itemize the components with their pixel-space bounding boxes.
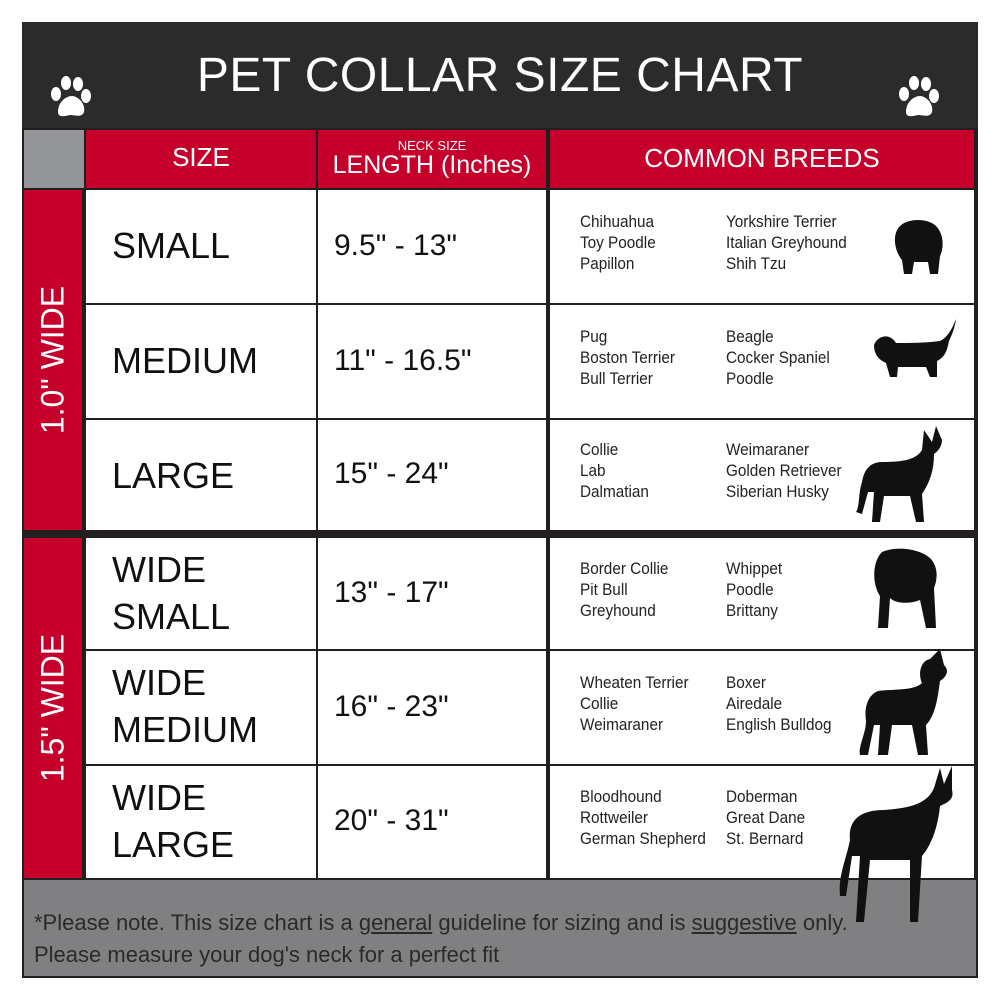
- breed-name: English Bulldog: [726, 714, 832, 734]
- length-value: 16" - 23": [334, 689, 449, 723]
- breed-name: Airedale: [726, 693, 783, 713]
- breed-name: Poodle: [726, 579, 774, 599]
- size-cell: WIDE LARGE: [86, 766, 316, 878]
- size-cell: SMALL: [86, 190, 316, 303]
- breed-name: Bull Terrier: [580, 368, 653, 388]
- size-label-2: MEDIUM: [112, 709, 258, 750]
- breed-name: Boston Terrier: [580, 347, 675, 367]
- breed-list-b: Doberman Great Dane St. Bernard: [726, 786, 805, 849]
- breeds-cell: Chihuahua Toy Poodle Papillon Yorkshire Te…: [550, 190, 974, 303]
- size-label: SMALL: [112, 225, 231, 266]
- title-bar: PET COLLAR SIZE CHART: [22, 22, 978, 128]
- breed-name: Border Collie: [580, 558, 669, 578]
- breed-name: Weimaraner: [580, 714, 664, 734]
- breed-list-b: Yorkshire Terrier Italian Greyhound Shih T…: [726, 211, 847, 274]
- size-label: LARGE: [112, 455, 235, 496]
- breed-list-a: Bloodhound Rottweiler German Shepherd: [580, 786, 706, 849]
- footer-line-1: *Please note. This size chart is a gener…: [34, 910, 848, 935]
- length-cell: 15" - 24": [318, 420, 546, 530]
- length-value: 20" - 31": [334, 804, 449, 837]
- breed-name: St. Bernard: [726, 829, 804, 848]
- breed-name: Papillon: [580, 253, 635, 273]
- breeds-cell: Collie Lab Dalmatian Weimaraner Golden Retr…: [550, 420, 974, 530]
- header-length-label: LENGTH (Inches): [332, 151, 532, 179]
- breeds-cell: Bloodhound Rottweiler German Shepherd Dobe…: [550, 766, 974, 922]
- breed-name: Pug: [580, 326, 608, 346]
- group-label-1-5in: 1.5" WIDE: [24, 538, 82, 878]
- breed-name: Golden Retriever: [726, 461, 842, 480]
- length-cell: 16" - 23": [318, 651, 546, 764]
- breed-name: Chihuahua: [580, 211, 655, 231]
- length-cell: 20" - 31": [318, 766, 546, 878]
- paw-icon: [51, 76, 91, 117]
- breeds-cell: Pug Boston Terrier Bull Terrier Beagle Cock…: [550, 305, 974, 418]
- breed-name: Collie: [580, 440, 619, 459]
- page-title: PET COLLAR SIZE CHART: [196, 49, 804, 102]
- breed-list-b: Whippet Poodle Brittany: [726, 558, 782, 621]
- breed-name: Beagle: [726, 326, 774, 346]
- breed-list-b: Weimaraner Golden Retriever Siberian Husky: [726, 439, 842, 502]
- breed-name: German Shepherd: [580, 829, 706, 848]
- breed-name: Great Dane: [726, 808, 806, 827]
- size-cell: MEDIUM: [86, 305, 316, 418]
- breed-name: Greyhound: [580, 600, 656, 620]
- breed-list-b: Boxer Airedale English Bulldog: [726, 672, 831, 735]
- breed-name: Shih Tzu: [726, 253, 787, 273]
- length-cell: 13" - 17": [318, 538, 546, 649]
- breed-name: Italian Greyhound: [726, 232, 847, 252]
- length-value: 11" - 16.5": [334, 343, 472, 377]
- size-label: WIDE: [112, 662, 206, 703]
- breed-name: Lab: [580, 461, 606, 480]
- breed-name: Dalmatian: [580, 482, 649, 501]
- breed-name: Whippet: [726, 558, 783, 578]
- group-label-1in: 1.0" WIDE: [24, 190, 82, 530]
- size-label: WIDE: [112, 549, 206, 590]
- breed-name: Bloodhound: [580, 787, 662, 806]
- footer-line-2: Please measure your dog's neck for a per…: [34, 942, 500, 967]
- header-size: SIZE: [86, 130, 316, 188]
- header-size-label: SIZE: [172, 142, 230, 172]
- size-label: MEDIUM: [112, 340, 258, 381]
- breeds-cell: Wheaten Terrier Collie Weimaraner Boxer Air…: [550, 651, 974, 764]
- breed-name: Rottweiler: [580, 808, 649, 827]
- breed-list-a: Wheaten Terrier Collie Weimaraner: [580, 672, 689, 735]
- breed-list-a: Chihuahua Toy Poodle Papillon: [580, 211, 656, 274]
- breed-name: Doberman: [726, 787, 798, 806]
- corner-cell: [24, 130, 84, 188]
- size-label: WIDE: [112, 777, 206, 818]
- footer-note: *Please note. This size chart is a gener…: [24, 880, 976, 976]
- breed-name: Toy Poodle: [580, 232, 656, 252]
- header-breeds-label: COMMON BREEDS: [644, 143, 880, 173]
- breed-name: Yorkshire Terrier: [726, 211, 837, 231]
- breed-name: Boxer: [726, 672, 766, 692]
- breed-name: Weimaraner: [726, 440, 810, 459]
- breed-name: Pit Bull: [580, 579, 628, 599]
- length-cell: 11" - 16.5": [318, 305, 546, 418]
- breed-name: Poodle: [726, 368, 774, 388]
- breed-list-a: Collie Lab Dalmatian: [580, 439, 649, 502]
- size-label-2: SMALL: [112, 596, 231, 637]
- breed-list-b: Beagle Cocker Spaniel Poodle: [726, 326, 830, 389]
- length-cell: 9.5" - 13": [318, 190, 546, 303]
- size-cell: LARGE: [86, 420, 316, 530]
- size-cell: WIDE SMALL: [86, 538, 316, 649]
- breed-list-a: Border Collie Pit Bull Greyhound: [580, 558, 668, 621]
- size-label-2: LARGE: [112, 824, 235, 865]
- breed-name: Collie: [580, 693, 619, 713]
- breeds-cell: Border Collie Pit Bull Greyhound Whippet Po…: [550, 538, 974, 649]
- breed-name: Siberian Husky: [726, 482, 829, 501]
- length-value: 13" - 17": [334, 575, 449, 609]
- breed-name: Wheaten Terrier: [580, 672, 689, 692]
- paw-icon: [899, 76, 939, 117]
- size-cell: WIDE MEDIUM: [86, 651, 316, 764]
- header-length: NECK SIZE LENGTH (Inches): [318, 130, 546, 188]
- breed-name: Cocker Spaniel: [726, 347, 830, 367]
- header-length-sub: NECK SIZE: [397, 138, 467, 153]
- length-value: 9.5" - 13": [334, 228, 458, 262]
- length-value: 15" - 24": [334, 457, 449, 490]
- header-breeds: COMMON BREEDS: [550, 130, 974, 188]
- breed-name: Brittany: [726, 600, 778, 620]
- breed-list-a: Pug Boston Terrier Bull Terrier: [580, 326, 675, 389]
